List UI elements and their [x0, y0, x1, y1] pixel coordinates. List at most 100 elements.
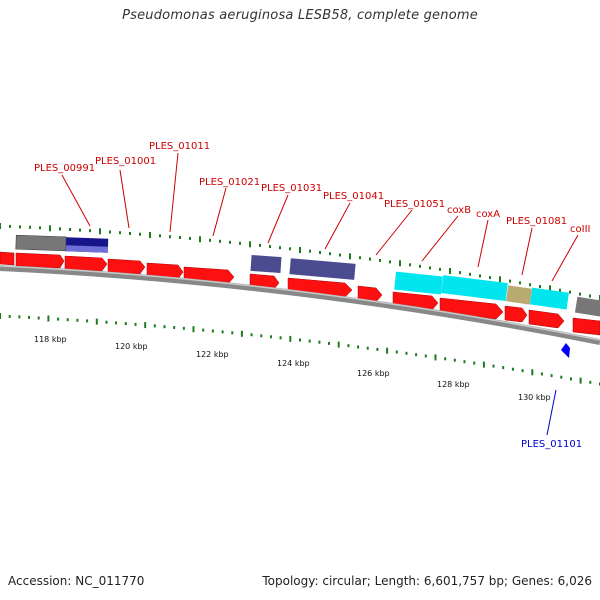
- outer-tick: [319, 251, 321, 254]
- gene-label[interactable]: PLES_01031: [261, 183, 322, 194]
- outer-tick: [559, 288, 561, 292]
- outer-tick: [469, 272, 471, 276]
- inner-tick: [95, 318, 98, 325]
- inner-tick: [347, 344, 350, 348]
- inner-tick: [270, 335, 272, 339]
- inner-tick: [482, 361, 485, 368]
- scale-label: 118 kbp: [34, 335, 67, 344]
- gene-arrow: [15, 252, 65, 269]
- gene-arrow: [107, 258, 146, 275]
- inner-tick: [299, 338, 301, 342]
- inner-tick: [531, 369, 534, 376]
- outer-tick: [489, 276, 491, 280]
- feature-grey-block: [574, 296, 600, 318]
- gene-arrow: [528, 309, 565, 329]
- gene-label[interactable]: PLES_00991: [34, 163, 95, 174]
- gene-label[interactable]: PLES_01001: [95, 156, 156, 167]
- outer-tick: [129, 232, 131, 235]
- inner-tick: [376, 347, 379, 351]
- inner-tick: [511, 367, 514, 371]
- inner-tick: [134, 322, 137, 326]
- feature-cyan-block: [529, 287, 569, 310]
- scale-label: 120 kbp: [115, 342, 148, 351]
- gene-labels: PLES_00991 PLES_01001 PLES_01011 PLES_01…: [34, 141, 590, 450]
- outer-tick: [219, 239, 221, 243]
- inner-tick: [366, 346, 369, 350]
- inner-tick: [76, 318, 79, 322]
- inner-tick: [47, 315, 50, 322]
- outer-tick: [389, 260, 391, 264]
- outer-tick: [149, 232, 151, 238]
- gene-arrow: [357, 285, 383, 303]
- outer-tick: [329, 252, 331, 256]
- scale-label: 124 kbp: [277, 359, 310, 368]
- gene-label[interactable]: PLES_01041: [323, 191, 384, 202]
- gene-arrow: [0, 251, 15, 266]
- outer-tick: [79, 228, 81, 232]
- outer-tick: [369, 257, 371, 261]
- gene-label[interactable]: PLES_01021: [199, 177, 260, 188]
- inner-tick: [211, 329, 214, 333]
- feature-cyan-block: [441, 275, 508, 301]
- gene-label[interactable]: PLES_01081: [506, 216, 567, 227]
- outer-tick: [279, 246, 281, 250]
- outer-tick: [359, 256, 361, 260]
- inner-tick: [28, 315, 30, 319]
- outer-tick: [259, 243, 261, 247]
- outer-tick: [239, 241, 241, 245]
- outer-tick: [549, 285, 551, 292]
- outer-tick: [499, 276, 501, 283]
- inner-tick: [18, 315, 21, 319]
- scale-label: 122 kbp: [196, 350, 229, 359]
- feature-grey-block: [15, 234, 67, 252]
- inner-tick-track: [0, 313, 600, 386]
- inner-tick: [560, 375, 563, 379]
- outer-tick: [39, 226, 41, 230]
- inner-tick: [463, 360, 466, 364]
- gene-label[interactable]: PLES_01051: [384, 199, 445, 210]
- gene-label[interactable]: coxB: [447, 205, 471, 216]
- inner-tick: [8, 315, 11, 318]
- inner-tick: [153, 324, 156, 328]
- inner-tick: [0, 313, 1, 319]
- feature-slate-block: [289, 258, 356, 280]
- inner-tick: [66, 318, 69, 322]
- outer-tick: [529, 283, 531, 287]
- accession-text: Accession: NC_011770: [8, 574, 145, 588]
- inner-tick: [260, 334, 263, 338]
- gene-label[interactable]: PLES_01011: [149, 141, 210, 152]
- outer-tick: [569, 290, 571, 294]
- inner-tick: [570, 377, 572, 381]
- feature-olive-block: [506, 285, 532, 305]
- inner-tick: [105, 320, 108, 324]
- outer-tick: [59, 227, 61, 231]
- inner-tick: [540, 372, 543, 376]
- outer-tick: [49, 225, 51, 232]
- feature-navy-block-light: [65, 245, 109, 253]
- genome-title: Pseudomonas aeruginosa LESB58, complete …: [122, 8, 478, 23]
- outer-tick: [509, 279, 511, 283]
- outer-tick: [339, 253, 341, 257]
- feature-track-upper: [15, 234, 600, 318]
- label-callouts: [61, 152, 579, 436]
- inner-tick: [57, 317, 60, 321]
- inner-tick: [395, 350, 398, 354]
- outer-tick: [309, 249, 311, 253]
- inner-tick: [124, 322, 127, 326]
- gene-label[interactable]: coIII: [570, 224, 590, 235]
- outer-tick: [249, 241, 251, 248]
- inner-tick: [202, 328, 205, 332]
- inner-tick: [144, 322, 147, 329]
- gene-arrow: [504, 305, 528, 323]
- outer-tick: [109, 230, 111, 234]
- gene-label[interactable]: PLES_01101: [521, 439, 582, 450]
- outer-tick: [119, 231, 121, 235]
- outer-tick: [589, 294, 591, 298]
- inner-tick: [250, 333, 253, 337]
- inner-tick: [173, 326, 176, 329]
- gene-label[interactable]: coxA: [476, 209, 500, 220]
- inner-tick: [37, 316, 40, 320]
- outer-tick: [179, 236, 181, 239]
- outer-tick: [189, 236, 191, 240]
